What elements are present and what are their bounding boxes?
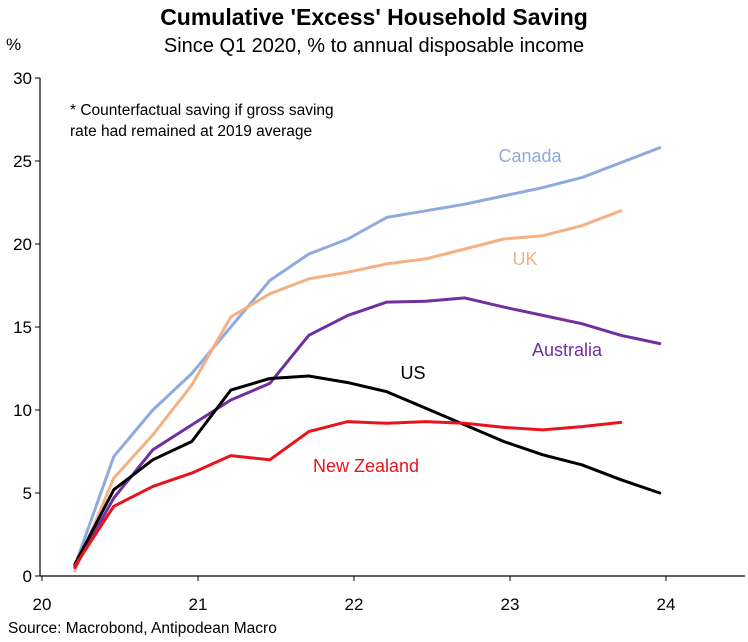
x-tick-label: 22: [345, 595, 364, 614]
series-line-us: [73, 374, 662, 566]
y-tick-label: 5: [23, 484, 32, 503]
series-line-canada: [73, 146, 662, 568]
source-note: Source: Macrobond, Antipodean Macro: [8, 620, 277, 637]
x-tick-label: 21: [189, 595, 208, 614]
y-axis-label: %: [6, 35, 21, 54]
y-tick-label: 30: [13, 69, 32, 88]
series-line-new-zealand: [73, 420, 623, 568]
y-tick-label: 0: [23, 567, 32, 586]
plot-area: 0 5 10 15 20 25 30 20 21 22 23 24 Canada UK Australia U…: [13, 69, 745, 614]
footnote-line-2: rate had remained at 2019 average: [70, 123, 312, 140]
y-tick-label: 10: [13, 401, 32, 420]
chart-title: Cumulative 'Excess' Household Saving: [160, 4, 588, 30]
series-label-canada: Canada: [498, 146, 562, 166]
series-label-uk: UK: [512, 249, 537, 269]
y-tick-label: 15: [13, 318, 32, 337]
y-tick-label: 25: [13, 152, 32, 171]
chart-subtitle: Since Q1 2020, % to annual disposable in…: [164, 35, 584, 57]
series-label-us: US: [400, 363, 425, 383]
series-label-australia: Australia: [532, 340, 603, 360]
series-line-australia: [73, 296, 662, 570]
footnote-line-1: * Counterfactual saving if gross saving: [70, 102, 334, 119]
x-tick-label: 23: [501, 595, 520, 614]
x-tick-label: 24: [657, 595, 676, 614]
x-tick-label: 20: [33, 595, 52, 614]
series-line-uk: [73, 209, 623, 573]
y-tick-label: 20: [13, 235, 32, 254]
series-label-new-zealand: New Zealand: [313, 456, 419, 476]
